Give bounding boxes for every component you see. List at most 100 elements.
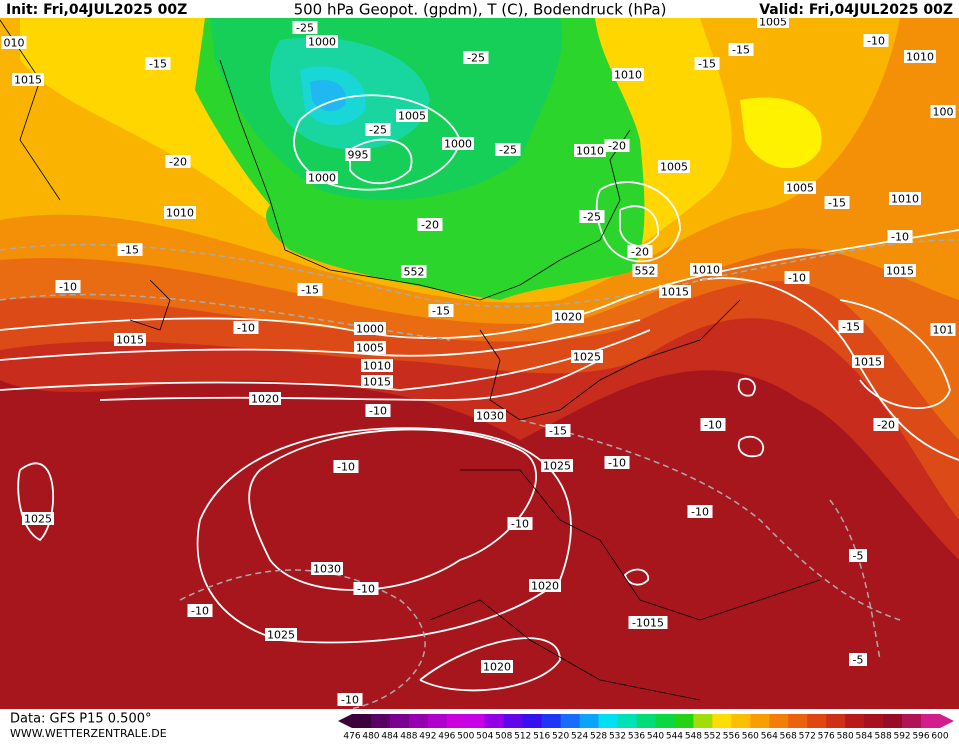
label-box — [345, 148, 371, 161]
label-box — [632, 264, 658, 277]
contour-label: 552 — [635, 265, 656, 278]
colorbar-label: 536 — [628, 732, 645, 742]
colorbar-label: 532 — [609, 732, 626, 742]
contour-label: 1020 — [531, 580, 559, 593]
colorbar-swatch — [921, 714, 941, 728]
contour-label: -5 — [853, 654, 864, 667]
label-box — [574, 144, 606, 157]
colorbar-swatch — [845, 714, 865, 728]
contour-label: 1015 — [854, 356, 882, 369]
label-box — [311, 562, 343, 575]
contour-label: -10 — [608, 457, 626, 470]
colorbar-label: 516 — [533, 732, 550, 742]
label-box — [849, 549, 867, 562]
label-box — [658, 160, 690, 173]
colorbar-swatch — [693, 714, 713, 728]
label-box — [824, 196, 850, 209]
colorbar-label: 600 — [931, 732, 948, 742]
contour-label: 1025 — [543, 460, 571, 473]
contour-label: -10 — [341, 694, 359, 707]
contour-label: 101 — [933, 324, 954, 337]
contour-label: 1000 — [308, 172, 336, 185]
colorbar-swatch — [712, 714, 732, 728]
contour-label: 1010 — [891, 193, 919, 206]
colorbar-arrow-right — [940, 714, 954, 728]
contour-label: 1000 — [444, 138, 472, 151]
contour-label: 1010 — [363, 360, 391, 373]
label-box — [849, 653, 867, 666]
contour-label: 1010 — [166, 207, 194, 220]
colorbar-swatch — [389, 714, 410, 728]
contour-label: -15 — [732, 44, 750, 57]
contour-label: -20 — [608, 140, 626, 153]
contour-label: 995 — [348, 149, 369, 162]
label-box — [306, 171, 338, 184]
data-source: Data: GFS P15 0.500° — [10, 712, 152, 727]
contour-label: -15 — [301, 284, 319, 297]
label-box — [604, 456, 630, 469]
label-box — [838, 320, 864, 333]
label-box — [728, 43, 754, 56]
colorbar-swatch — [560, 714, 581, 728]
label-box — [165, 155, 191, 168]
colorbar-swatch — [674, 714, 694, 728]
label-box — [292, 21, 318, 34]
contour-label: -25 — [499, 144, 517, 157]
label-box — [337, 693, 363, 706]
contour-label: -25 — [467, 52, 485, 65]
colorbar-label: 552 — [704, 732, 721, 742]
colorbar-swatch — [408, 714, 429, 728]
label-box — [164, 206, 196, 219]
label-box — [249, 392, 281, 405]
colorbar-swatch — [352, 714, 372, 728]
colorbar-label: 568 — [780, 732, 797, 742]
contour-label: -15 — [842, 321, 860, 334]
label-box — [396, 109, 428, 122]
label-box — [145, 57, 171, 70]
label-box — [930, 323, 956, 336]
colorbar-swatch — [826, 714, 846, 728]
label-box — [22, 512, 54, 525]
label-box — [687, 505, 713, 518]
label-box — [694, 57, 720, 70]
label-box — [690, 263, 722, 276]
init-time: Init: Fri,04JUL2025 00Z — [6, 2, 187, 18]
colorbar-label: 500 — [457, 732, 474, 742]
colorbar-swatch — [864, 714, 884, 728]
label-box — [884, 264, 916, 277]
contour-label: -15 — [549, 425, 567, 438]
contour-label: 1020 — [554, 311, 582, 324]
contour-label: -25 — [583, 211, 601, 224]
colorbar-label: 572 — [799, 732, 816, 742]
label-box — [604, 139, 630, 152]
label-box — [361, 375, 393, 388]
contour-label: -10 — [369, 405, 387, 418]
contour-label: -20 — [169, 156, 187, 169]
contour-label: 1025 — [267, 629, 295, 642]
colorbar-label: 492 — [419, 732, 436, 742]
label-box — [507, 517, 533, 530]
colorbar-label: 564 — [761, 732, 778, 742]
colorbar-label: 560 — [742, 732, 759, 742]
label-box — [442, 137, 474, 150]
contour-label: -15 — [432, 305, 450, 318]
contour-label: -1015 — [632, 617, 664, 630]
label-box — [233, 321, 259, 334]
colorbar-label: 584 — [856, 732, 873, 742]
label-box — [904, 50, 936, 63]
contour-label: 1020 — [483, 661, 511, 674]
contour-label: 100 — [933, 106, 954, 119]
colorbar-swatch — [598, 714, 619, 728]
colorbar-label: 512 — [514, 732, 531, 742]
colorbar-swatch — [883, 714, 903, 728]
label-box — [889, 192, 921, 205]
label-box — [552, 310, 584, 323]
colorbar-swatch — [731, 714, 751, 728]
contour-label: -10 — [59, 281, 77, 294]
colorbar-swatch — [636, 714, 656, 728]
contour-label: 1010 — [692, 264, 720, 277]
colorbar-label: 588 — [875, 732, 892, 742]
label-box — [353, 582, 379, 595]
